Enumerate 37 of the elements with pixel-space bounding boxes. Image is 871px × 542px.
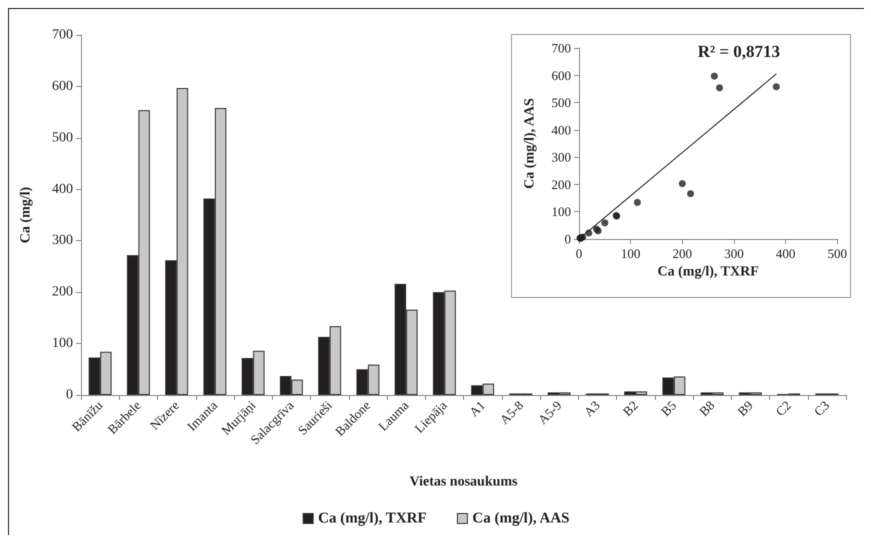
y-tick-label: 100 xyxy=(552,204,571,220)
y-tick-label: 700 xyxy=(52,28,73,42)
x-axis-title: Ca (mg/l), TXRF xyxy=(658,264,759,280)
y-tick-label: 200 xyxy=(552,176,571,192)
legend-label: Ca (mg/l), AAS xyxy=(472,510,570,526)
x-tick-label: B5 xyxy=(658,398,680,420)
y-axis-title: Ca (mg/l) xyxy=(18,186,34,244)
y-tick-label: 300 xyxy=(552,150,571,165)
annotation: R² = 0,8713 xyxy=(698,42,780,61)
x-axis-title: Vietas nosaukums xyxy=(409,474,518,490)
y-tick-label: 600 xyxy=(52,78,73,94)
x-tick-label: B2 xyxy=(620,398,641,420)
x-tick-label: C2 xyxy=(772,398,794,420)
x-tick-label: 500 xyxy=(828,246,847,261)
y-tick-label: 500 xyxy=(552,95,571,110)
y-axis-title: Ca (mg/l), AAS xyxy=(522,98,538,189)
y-tick-label: 300 xyxy=(52,233,73,248)
y-tick-label: 400 xyxy=(552,122,571,138)
x-tick-label: 100 xyxy=(620,246,640,261)
y-tick-label: 400 xyxy=(52,182,73,197)
y-tick-label: 0 xyxy=(564,232,571,246)
y-tick-label: 200 xyxy=(52,284,73,300)
y-tick-label: 100 xyxy=(52,336,73,352)
x-tick-label: 300 xyxy=(724,246,744,261)
y-tick-label: 500 xyxy=(52,130,73,146)
y-tick-label: 700 xyxy=(552,40,571,56)
x-tick-label: B8 xyxy=(696,398,718,420)
x-tick-label: 0 xyxy=(576,246,582,261)
y-tick-label: 0 xyxy=(66,388,73,402)
x-tick-label: B9 xyxy=(734,398,756,420)
y-tick-label: 600 xyxy=(552,68,571,83)
x-tick-label: C3 xyxy=(810,398,832,420)
x-tick-label: 200 xyxy=(672,246,692,261)
x-tick-label: A1 xyxy=(466,398,488,420)
x-tick-label: A3 xyxy=(580,398,603,420)
x-tick-label: 400 xyxy=(776,246,796,261)
legend-label: Ca (mg/l), TXRF xyxy=(318,510,427,526)
